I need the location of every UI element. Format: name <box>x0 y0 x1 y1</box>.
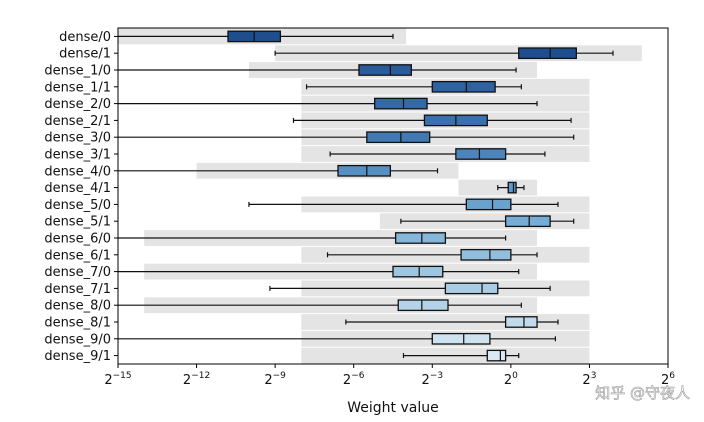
x-tick-exponent-0: −15 <box>113 371 132 381</box>
box-dense-9-0 <box>431 332 491 345</box>
y-tick-label-dense-0: dense/0 <box>59 30 111 45</box>
y-tick-label-dense-1-0: dense_1/0 <box>44 64 111 79</box>
x-tick-base-0: 2 <box>104 373 112 388</box>
y-tick-label-dense-3-0: dense_3/0 <box>44 131 111 146</box>
y-tick-label-dense-7-1: dense_7/1 <box>44 282 111 297</box>
box-dense-4-1 <box>507 181 517 194</box>
x-axis-label: Weight value <box>347 400 438 416</box>
x-tick-exponent-7: 6 <box>669 371 675 381</box>
y-tick-label-dense-2-0: dense_2/0 <box>44 97 111 112</box>
x-tick-exponent-3: −6 <box>351 371 365 381</box>
y-tick-label-dense-9-0: dense_9/0 <box>44 332 111 347</box>
box-dense-1 <box>518 47 577 60</box>
box-dense-6-1 <box>460 248 512 261</box>
x-tick-base-5: 2 <box>504 373 512 388</box>
x-tick-label-4: 2−3 <box>422 371 444 388</box>
x-tick-base-4: 2 <box>422 373 430 388</box>
x-tick-base-7: 2 <box>661 373 669 388</box>
x-tick-exponent-6: 3 <box>591 371 597 381</box>
box-dense-7-1 <box>444 282 499 295</box>
x-tick-base-3: 2 <box>343 373 351 388</box>
x-tick-exponent-4: −3 <box>430 371 443 381</box>
x-tick-label-2: 2−9 <box>264 371 286 388</box>
x-tick-label-3: 2−6 <box>343 371 365 388</box>
x-tick-base-1: 2 <box>183 373 191 388</box>
x-tick-label-7: 26 <box>661 371 675 388</box>
box-dense-8-0 <box>397 299 449 312</box>
y-tick-label-dense-2-1: dense_2/1 <box>44 114 111 129</box>
y-tick-label-dense-1-1: dense_1/1 <box>44 80 111 95</box>
x-tick-exponent-1: −12 <box>191 371 210 381</box>
box-dense-6-0 <box>394 232 447 244</box>
x-tick-base-2: 2 <box>264 373 272 388</box>
x-tick-label-6: 23 <box>582 371 596 388</box>
box-dense-9-1 <box>486 349 507 362</box>
box-dense-8-1 <box>504 316 538 328</box>
y-tick-label-dense-6-0: dense_6/0 <box>44 232 111 247</box>
box-dense-2-0 <box>374 97 428 110</box>
x-tick-base-6: 2 <box>582 373 590 388</box>
y-tick-label-dense-5-0: dense_5/0 <box>44 198 111 213</box>
range-bars-layer <box>118 28 642 364</box>
plot-frame <box>117 27 669 365</box>
x-tick-labels: 2−15 2−12 2−9 2−6 2−3 20 23 26 <box>104 364 675 388</box>
y-tick-label-dense-8-1: dense_8/1 <box>44 316 111 331</box>
y-tick-label-dense-3-1: dense_3/1 <box>44 148 111 163</box>
x-tick-label-1: 2−12 <box>183 371 210 388</box>
box-dense-3-1 <box>455 148 507 160</box>
x-tick-exponent-5: 0 <box>512 371 518 381</box>
boxes-layer <box>118 30 614 362</box>
x-tick-exponent-2: −9 <box>273 371 287 381</box>
box-dense-5-0 <box>465 198 512 211</box>
box-dense-1-1 <box>431 80 496 93</box>
x-tick-label-0: 2−15 <box>104 371 131 388</box>
y-tick-label-dense-7-0: dense_7/0 <box>44 265 111 280</box>
y-tick-label-dense-1: dense/1 <box>59 47 111 62</box>
y-tick-label-dense-4-1: dense_4/1 <box>44 181 111 196</box>
x-tick-label-5: 20 <box>504 371 518 388</box>
box-dense-7-0 <box>392 265 444 278</box>
box-dense-3-0 <box>366 131 431 144</box>
y-tick-label-dense-4-0: dense_4/0 <box>44 164 111 179</box>
y-tick-label-dense-9-1: dense_9/1 <box>44 349 111 364</box>
box-dense-1-0 <box>358 64 412 76</box>
box-dense-4-0 <box>337 164 392 177</box>
y-tick-label-dense-8-0: dense_8/0 <box>44 299 111 314</box>
y-tick-label-dense-5-1: dense_5/1 <box>44 215 111 230</box>
box-dense-5-1 <box>504 215 551 228</box>
watermark: 知乎 @守夜人 <box>595 384 690 402</box>
y-tick-label-dense-6-1: dense_6/1 <box>44 248 111 263</box>
